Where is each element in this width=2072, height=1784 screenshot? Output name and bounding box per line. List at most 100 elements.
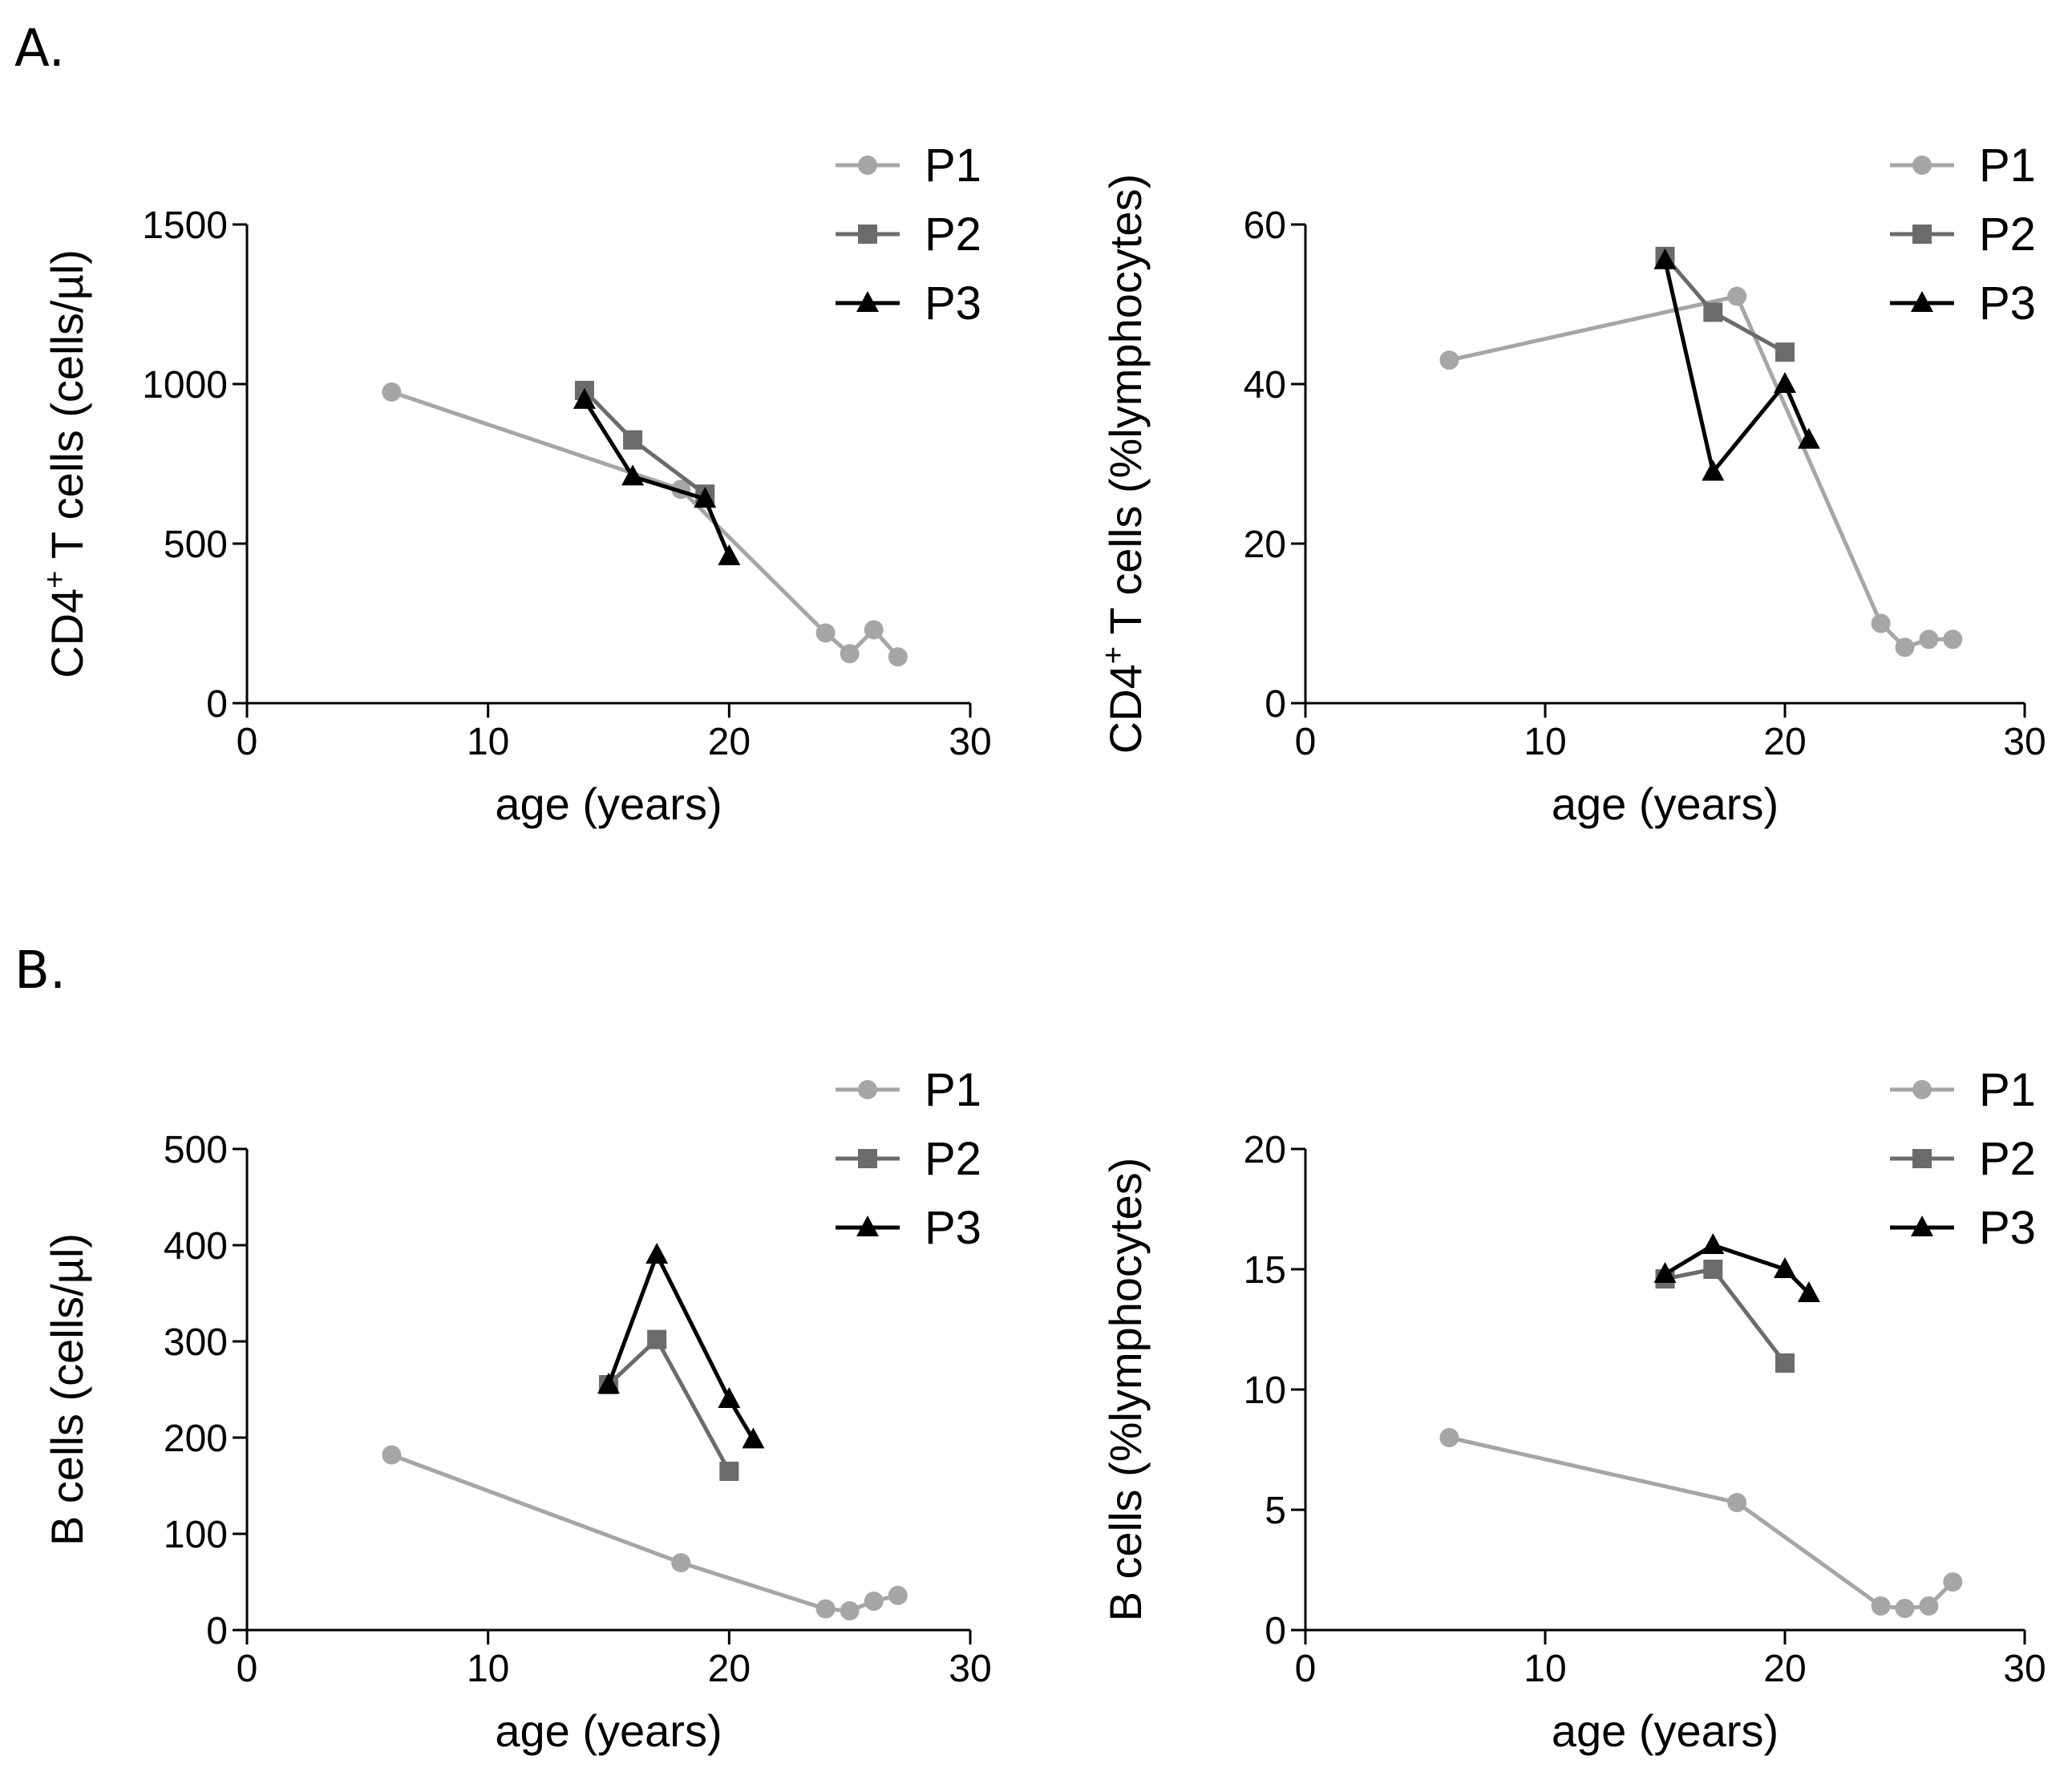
data-point-p3	[597, 1373, 620, 1394]
y-tick-label: 1500	[142, 204, 228, 247]
data-point-p1	[1895, 637, 1915, 657]
data-point-p1	[888, 647, 908, 667]
legend-marker-p2	[1912, 1149, 1932, 1168]
series-line-p1	[391, 1453, 899, 1613]
series-p3	[597, 1243, 765, 1449]
y-tick-label: 15	[1244, 1249, 1286, 1292]
legend: P1 P2 P3	[836, 1064, 981, 1254]
data-point-p3	[645, 1243, 669, 1264]
data-point-p1	[382, 1445, 402, 1465]
data-point-p3	[718, 544, 741, 565]
data-point-p2	[719, 1462, 739, 1481]
series-p1	[382, 382, 908, 667]
series-line-p3	[1664, 1243, 1811, 1295]
chart-2: 0 20 40 60 0 10 20 30 age (years) CD4+ T cells (%…	[1097, 140, 2046, 829]
legend-marker-p2	[858, 1149, 877, 1168]
y-tick-label: 0	[206, 1610, 228, 1653]
data-point-p1	[1871, 613, 1891, 633]
data-point-p1	[382, 382, 402, 402]
y-tick-label: 20	[1244, 1129, 1286, 1171]
y-tick-label: 0	[1265, 683, 1286, 726]
x-axis-title: age (years)	[495, 779, 722, 829]
series-line-p3	[606, 1252, 755, 1441]
legend-label-p3: P3	[925, 277, 981, 330]
data-point-p3	[1653, 248, 1677, 269]
y-tick-label: 10	[1244, 1369, 1286, 1412]
data-point-p1	[815, 623, 836, 643]
y-tick-label: 100	[164, 1514, 228, 1556]
series-p1	[1439, 286, 1963, 657]
legend-label-p1: P1	[1979, 1064, 2036, 1116]
data-point-p3	[1702, 459, 1725, 481]
y-tick-label: 40	[1244, 364, 1286, 407]
y-tick-label: 0	[1265, 1610, 1286, 1653]
legend: P1 P2 P3	[836, 140, 981, 330]
data-point-p2	[1703, 1260, 1723, 1279]
panel-label-b: B.	[14, 941, 66, 1001]
legend-marker-p1	[858, 156, 877, 175]
series-line-p1	[391, 390, 900, 658]
y-tick-label: 5	[1265, 1490, 1286, 1532]
series-p3	[573, 387, 741, 565]
chart-4: 0 5 10 15 20 0 10 20 30 age (years) B cells (%lymp…	[1100, 1064, 2046, 1756]
x-tick-label: 30	[2003, 721, 2046, 763]
data-point-p1	[671, 1553, 691, 1572]
series-p2	[1655, 1260, 1795, 1373]
data-point-p1	[1895, 1599, 1915, 1618]
legend-marker-p1	[1912, 156, 1932, 175]
x-tick-label: 20	[1763, 1648, 1806, 1690]
data-point-p3	[694, 487, 717, 508]
panel-label-a: A.	[14, 19, 65, 79]
series-line-p3	[1663, 260, 1811, 474]
x-tick-label: 0	[1295, 721, 1317, 763]
legend-label-p1: P1	[1979, 140, 2036, 192]
x-tick-label: 0	[237, 1648, 258, 1690]
legend-marker-p3	[856, 1216, 879, 1236]
legend-label-p2: P2	[925, 1133, 981, 1185]
y-axis-title: B cells (cells/µl)	[42, 1233, 92, 1546]
legend: P1 P2 P3	[1890, 140, 2036, 330]
x-tick-label: 20	[708, 721, 751, 763]
data-point-p1	[888, 1585, 908, 1605]
legend-label-p1: P1	[925, 140, 981, 192]
legend: P1 P2 P3	[1890, 1064, 2036, 1254]
chart-3: 0 100 200 300 400 500 0 10 20 30 age (years) B cell…	[42, 1064, 992, 1756]
legend-marker-p2	[858, 225, 877, 244]
y-tick-label: 60	[1244, 204, 1286, 247]
series-line-p3	[582, 398, 731, 557]
x-tick-label: 10	[467, 721, 509, 763]
y-tick-label: 500	[164, 1129, 228, 1171]
y-tick-label: 300	[164, 1321, 228, 1364]
data-point-p3	[1653, 1262, 1677, 1283]
y-tick-label: 0	[206, 683, 228, 726]
data-point-p1	[1943, 629, 1963, 649]
data-point-p3	[1774, 1257, 1796, 1278]
x-tick-label: 0	[1295, 1648, 1317, 1690]
data-point-p2	[1775, 1353, 1795, 1373]
chart-1: 0 500 1000 1500 0 10 20 30 age (years) CD4+ T cel…	[38, 140, 992, 829]
series-p1	[382, 1445, 908, 1620]
y-tick-label: 500	[164, 524, 228, 566]
y-axis-title: CD4+ T cells (cells/µl)	[38, 249, 92, 678]
legend-label-p3: P3	[1979, 277, 2036, 330]
series-p1	[1439, 1428, 1963, 1618]
legend-label-p3: P3	[925, 1202, 981, 1254]
data-point-p3	[621, 464, 645, 486]
x-tick-label: 30	[949, 721, 991, 763]
x-tick-label: 0	[237, 721, 258, 763]
x-tick-label: 30	[2003, 1648, 2046, 1690]
legend-marker-p3	[1911, 1216, 1933, 1236]
data-point-p1	[1919, 629, 1939, 649]
data-point-p2	[623, 430, 643, 450]
legend-label-p2: P2	[1979, 1133, 2036, 1185]
data-point-p3	[1774, 372, 1796, 393]
data-point-p1	[840, 1601, 860, 1620]
data-point-p2	[1775, 342, 1795, 362]
data-point-p1	[1439, 350, 1459, 370]
data-point-p3	[742, 1427, 765, 1449]
x-tick-label: 10	[1524, 721, 1566, 763]
data-point-p1	[840, 644, 860, 664]
legend-marker-p3	[856, 291, 879, 312]
x-tick-label: 20	[708, 1648, 751, 1690]
